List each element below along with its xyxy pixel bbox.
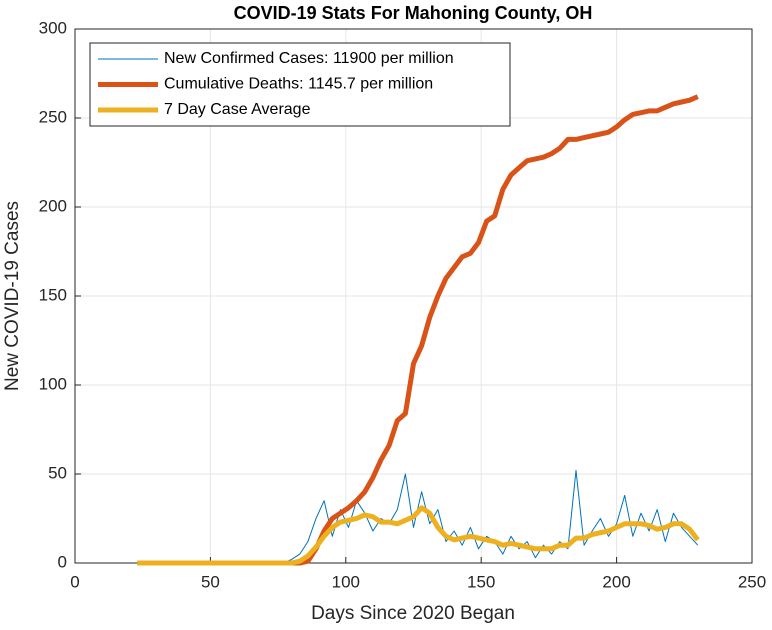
axes-box bbox=[74, 28, 753, 564]
x-tick-label: 0 bbox=[70, 572, 79, 591]
x-tick-label: 50 bbox=[201, 572, 220, 591]
x-axis-label: Days Since 2020 Began bbox=[311, 603, 515, 624]
y-tick-label: 50 bbox=[48, 463, 67, 482]
series-line bbox=[137, 505, 700, 566]
x-tick-label: 250 bbox=[738, 572, 766, 591]
y-tick-label: 300 bbox=[39, 18, 67, 37]
x-tick-label: 100 bbox=[332, 572, 360, 591]
y-tick-label: 150 bbox=[39, 285, 67, 304]
legend-label: New Confirmed Cases: 11900 per million bbox=[164, 50, 454, 67]
y-tick-label: 200 bbox=[39, 196, 67, 215]
legend-label: 7 Day Case Average bbox=[164, 101, 311, 118]
legend-label: Cumulative Deaths: 1145.7 per million bbox=[164, 76, 433, 93]
y-tick-label: 100 bbox=[39, 374, 67, 393]
legend: New Confirmed Cases: 11900 per million Cu… bbox=[89, 42, 511, 127]
y-tick-label: 250 bbox=[39, 107, 67, 126]
legend-box bbox=[89, 42, 511, 127]
x-tick-label: 150 bbox=[467, 572, 495, 591]
x-tick-label: 200 bbox=[602, 572, 630, 591]
y-tick-label: 0 bbox=[58, 552, 67, 571]
y-axis-label: New COVID-19 Cases bbox=[2, 201, 23, 391]
chart-title: COVID-19 Stats For Mahoning County, OH bbox=[234, 3, 593, 23]
